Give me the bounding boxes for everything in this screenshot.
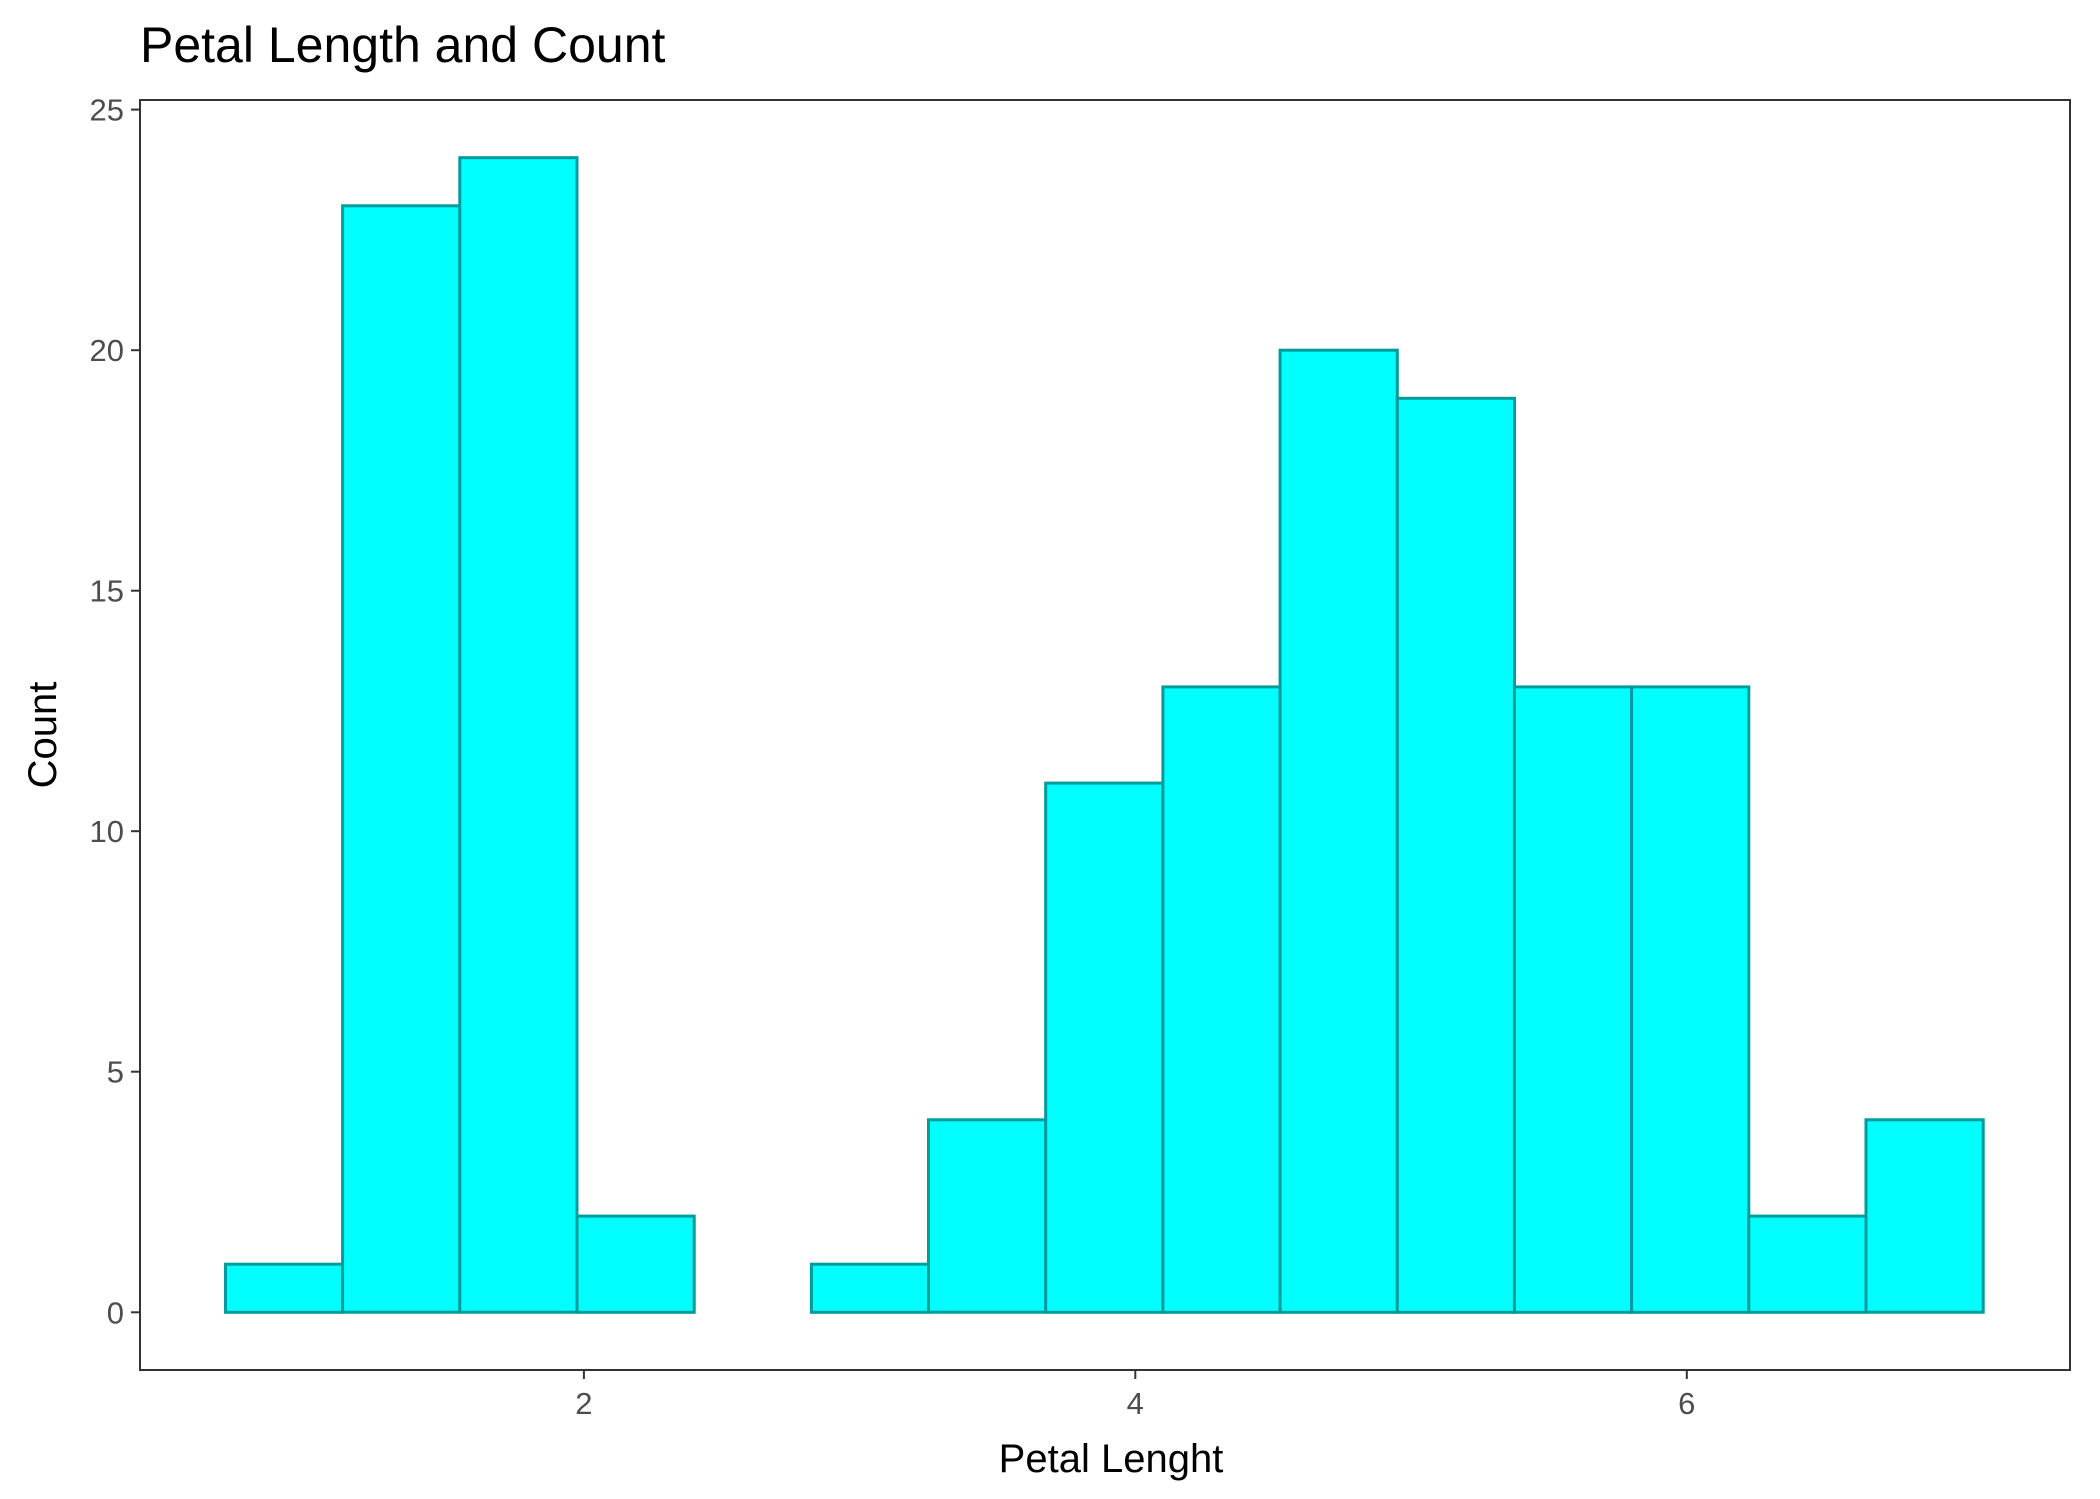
histogram-bar <box>1747 1214 1868 1314</box>
histogram-bar <box>1161 685 1282 1314</box>
histogram-bar <box>341 204 462 1314</box>
chart-title: Petal Length and Count <box>140 17 666 73</box>
histogram-bar <box>458 156 579 1314</box>
histogram-bar <box>1044 781 1165 1314</box>
y-tick-label: 10 <box>90 814 124 849</box>
x-axis: 2 4 6 <box>575 1370 1695 1421</box>
y-tick-label: 25 <box>90 93 124 128</box>
histogram-bar <box>575 1214 696 1314</box>
x-tick-label: 4 <box>1127 1386 1144 1421</box>
x-tick-label: 6 <box>1678 1386 1695 1421</box>
histogram-bar <box>1278 348 1399 1314</box>
histogram-bar <box>1864 1118 1985 1314</box>
y-axis: 0 5 10 15 20 25 <box>90 93 140 1330</box>
x-tick-label: 2 <box>575 1386 592 1421</box>
y-axis-title: Count <box>21 682 65 789</box>
y-tick-label: 20 <box>90 333 124 368</box>
histogram-bar <box>809 1262 931 1314</box>
histogram-bar <box>1395 396 1517 1314</box>
histogram-bar <box>927 1118 1048 1314</box>
y-tick-label: 15 <box>90 574 124 609</box>
histogram-bar <box>224 1262 345 1314</box>
histogram-bar <box>1512 685 1634 1314</box>
bars-layer <box>224 156 1985 1314</box>
y-tick-label: 0 <box>107 1295 124 1330</box>
x-axis-title: Petal Lenght <box>999 1437 1224 1481</box>
plot-panel-border <box>139 99 2071 1371</box>
y-tick-label: 5 <box>107 1055 124 1090</box>
histogram-bar <box>1630 685 1751 1314</box>
